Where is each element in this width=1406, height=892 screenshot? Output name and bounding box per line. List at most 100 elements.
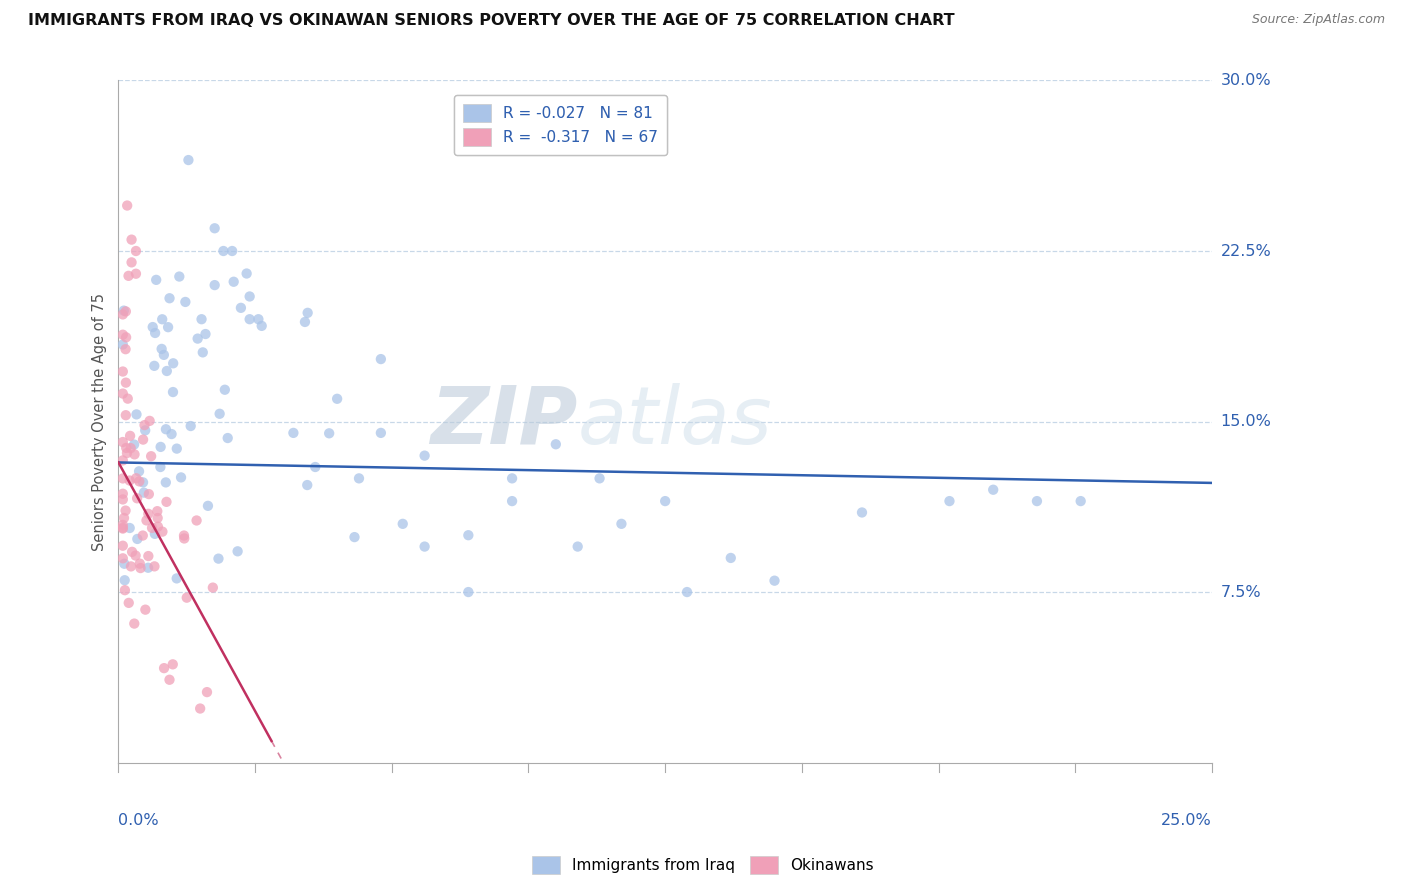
Point (174, 295, 197, 310)
Point (166, 442, 188, 456)
Point (247, 312, 270, 326)
Text: 25.0%: 25.0% (1161, 813, 1212, 828)
Point (155, 422, 177, 436)
Point (128, 475, 150, 489)
Point (763, 574, 786, 588)
Text: 22.5%: 22.5% (1220, 244, 1271, 259)
Point (173, 532, 195, 546)
Point (222, 275, 245, 289)
Point (208, 407, 231, 421)
Point (117, 392, 139, 406)
Point (162, 385, 184, 400)
Point (125, 408, 148, 422)
Point (143, 559, 166, 574)
Point (370, 425, 392, 440)
Point (111, 365, 134, 379)
Point (1070, 494, 1092, 508)
Point (111, 435, 134, 450)
Point (180, 419, 202, 434)
Point (114, 573, 136, 587)
Point (114, 408, 136, 422)
Point (146, 519, 169, 533)
Point (851, 506, 873, 520)
Point (235, 267, 257, 281)
Point (156, 364, 179, 378)
Point (190, 312, 212, 326)
Point (118, 474, 141, 488)
Point (124, 447, 146, 461)
Point (136, 507, 159, 521)
Point (155, 475, 177, 490)
Point (162, 657, 184, 672)
Point (125, 471, 148, 485)
Text: 30.0%: 30.0% (1220, 73, 1271, 88)
Point (170, 470, 193, 484)
Point (125, 244, 148, 258)
Point (143, 526, 166, 541)
Point (149, 440, 172, 454)
Point (221, 244, 243, 258)
Point (111, 551, 134, 566)
Point (136, 560, 159, 574)
Text: ZIP: ZIP (430, 383, 578, 460)
Text: IMMIGRANTS FROM IRAQ VS OKINAWAN SENIORS POVERTY OVER THE AGE OF 75 CORRELATION : IMMIGRANTS FROM IRAQ VS OKINAWAN SENIORS… (28, 13, 955, 29)
Point (146, 511, 169, 525)
Point (121, 233, 143, 247)
Point (139, 449, 162, 463)
Point (117, 268, 139, 283)
Point (588, 471, 610, 485)
Point (152, 524, 174, 539)
Text: 15.0%: 15.0% (1220, 414, 1271, 429)
Point (297, 306, 319, 320)
Point (177, 153, 200, 167)
Point (187, 332, 209, 346)
Point (121, 255, 143, 269)
Point (111, 522, 134, 536)
Point (195, 685, 218, 699)
Point (138, 414, 160, 428)
Point (146, 504, 169, 518)
Point (145, 273, 167, 287)
Point (370, 352, 392, 367)
Point (114, 503, 136, 517)
Point (120, 441, 142, 455)
Point (112, 557, 135, 571)
Point (127, 491, 149, 506)
Point (111, 453, 134, 467)
Point (111, 539, 134, 553)
Point (194, 326, 217, 341)
Point (125, 267, 148, 281)
Point (135, 513, 157, 527)
Point (186, 513, 208, 527)
Point (501, 471, 523, 485)
Point (132, 433, 155, 447)
Point (153, 661, 176, 675)
Point (132, 475, 155, 490)
Point (134, 418, 156, 433)
Point (149, 460, 172, 475)
Point (197, 499, 219, 513)
Point (122, 437, 145, 451)
Point (720, 550, 742, 565)
Point (111, 492, 134, 507)
Point (134, 602, 156, 616)
Point (115, 198, 138, 212)
Point (1026, 494, 1049, 508)
Point (176, 591, 198, 605)
Point (153, 348, 176, 362)
Point (120, 429, 142, 443)
Point (157, 320, 180, 334)
Point (283, 425, 305, 440)
Point (132, 528, 155, 542)
Point (457, 528, 479, 542)
Point (294, 315, 316, 329)
Point (124, 616, 146, 631)
Point (112, 303, 135, 318)
Point (118, 521, 141, 535)
Point (111, 521, 134, 535)
Point (112, 511, 135, 525)
Point (326, 392, 349, 406)
Text: atlas: atlas (578, 383, 772, 460)
Point (150, 312, 173, 326)
Point (318, 426, 340, 441)
